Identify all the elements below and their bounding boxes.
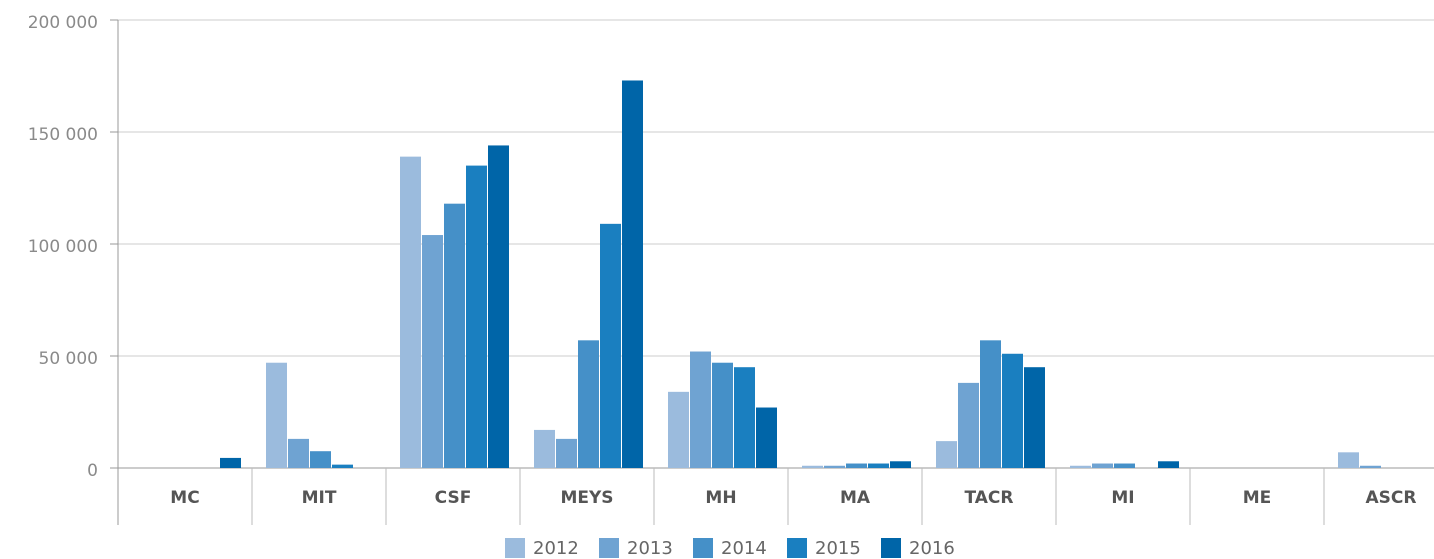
x-tick-label: MIT bbox=[302, 488, 337, 508]
bar bbox=[980, 340, 1001, 468]
bar bbox=[1070, 465, 1091, 468]
bar bbox=[756, 407, 777, 468]
x-tick-label: CSF bbox=[435, 488, 472, 508]
x-tick-label: MI bbox=[1111, 488, 1134, 508]
bar bbox=[668, 391, 689, 468]
x-tick-label: ME bbox=[1243, 488, 1272, 508]
bar bbox=[734, 367, 755, 468]
bar bbox=[266, 362, 287, 468]
bar bbox=[534, 429, 555, 468]
bar bbox=[712, 362, 733, 468]
bar bbox=[690, 351, 711, 468]
legend-label: 2013 bbox=[627, 538, 673, 559]
bar bbox=[488, 145, 509, 468]
y-tick-label: 200 000 bbox=[28, 13, 98, 33]
bar bbox=[1360, 465, 1381, 468]
bar bbox=[1002, 353, 1023, 468]
bar bbox=[802, 465, 823, 468]
bar bbox=[1158, 461, 1179, 468]
x-tick-label: MH bbox=[705, 488, 736, 508]
bar bbox=[936, 441, 957, 468]
x-tick-label: MC bbox=[170, 488, 199, 508]
bar bbox=[958, 382, 979, 468]
legend-label: 2015 bbox=[815, 538, 861, 559]
bar bbox=[890, 461, 911, 468]
bar bbox=[310, 451, 331, 468]
legend-label: 2012 bbox=[533, 538, 579, 559]
bar bbox=[556, 438, 577, 468]
x-tick-label: TACR bbox=[965, 488, 1014, 508]
bar bbox=[288, 438, 309, 468]
bar bbox=[332, 464, 353, 468]
legend-swatch bbox=[599, 538, 619, 558]
y-tick-label: 150 000 bbox=[28, 125, 98, 145]
bar bbox=[868, 463, 889, 468]
y-tick-label: 100 000 bbox=[28, 237, 98, 257]
bar bbox=[1024, 367, 1045, 468]
legend-label: 2016 bbox=[909, 538, 955, 559]
legend-swatch bbox=[881, 538, 901, 558]
bar bbox=[220, 457, 241, 468]
bar bbox=[578, 340, 599, 468]
y-tick-label: 50 000 bbox=[39, 349, 98, 369]
bar bbox=[422, 235, 443, 468]
bar bbox=[600, 223, 621, 468]
x-tick-label: ASCR bbox=[1366, 488, 1417, 508]
bar bbox=[1338, 452, 1359, 468]
bar bbox=[1114, 463, 1135, 468]
legend-swatch bbox=[505, 538, 525, 558]
x-tick-label: MEYS bbox=[560, 488, 613, 508]
legend-swatch bbox=[693, 538, 713, 558]
legend-swatch bbox=[787, 538, 807, 558]
bar bbox=[444, 203, 465, 468]
y-tick-label: 0 bbox=[87, 461, 98, 481]
bar bbox=[400, 156, 421, 468]
bar bbox=[466, 165, 487, 468]
x-tick-label: MA bbox=[840, 488, 871, 508]
bar bbox=[824, 465, 845, 468]
legend-label: 2014 bbox=[721, 538, 767, 559]
bar bbox=[1092, 463, 1113, 468]
bar bbox=[846, 463, 867, 468]
bar bbox=[622, 80, 643, 468]
